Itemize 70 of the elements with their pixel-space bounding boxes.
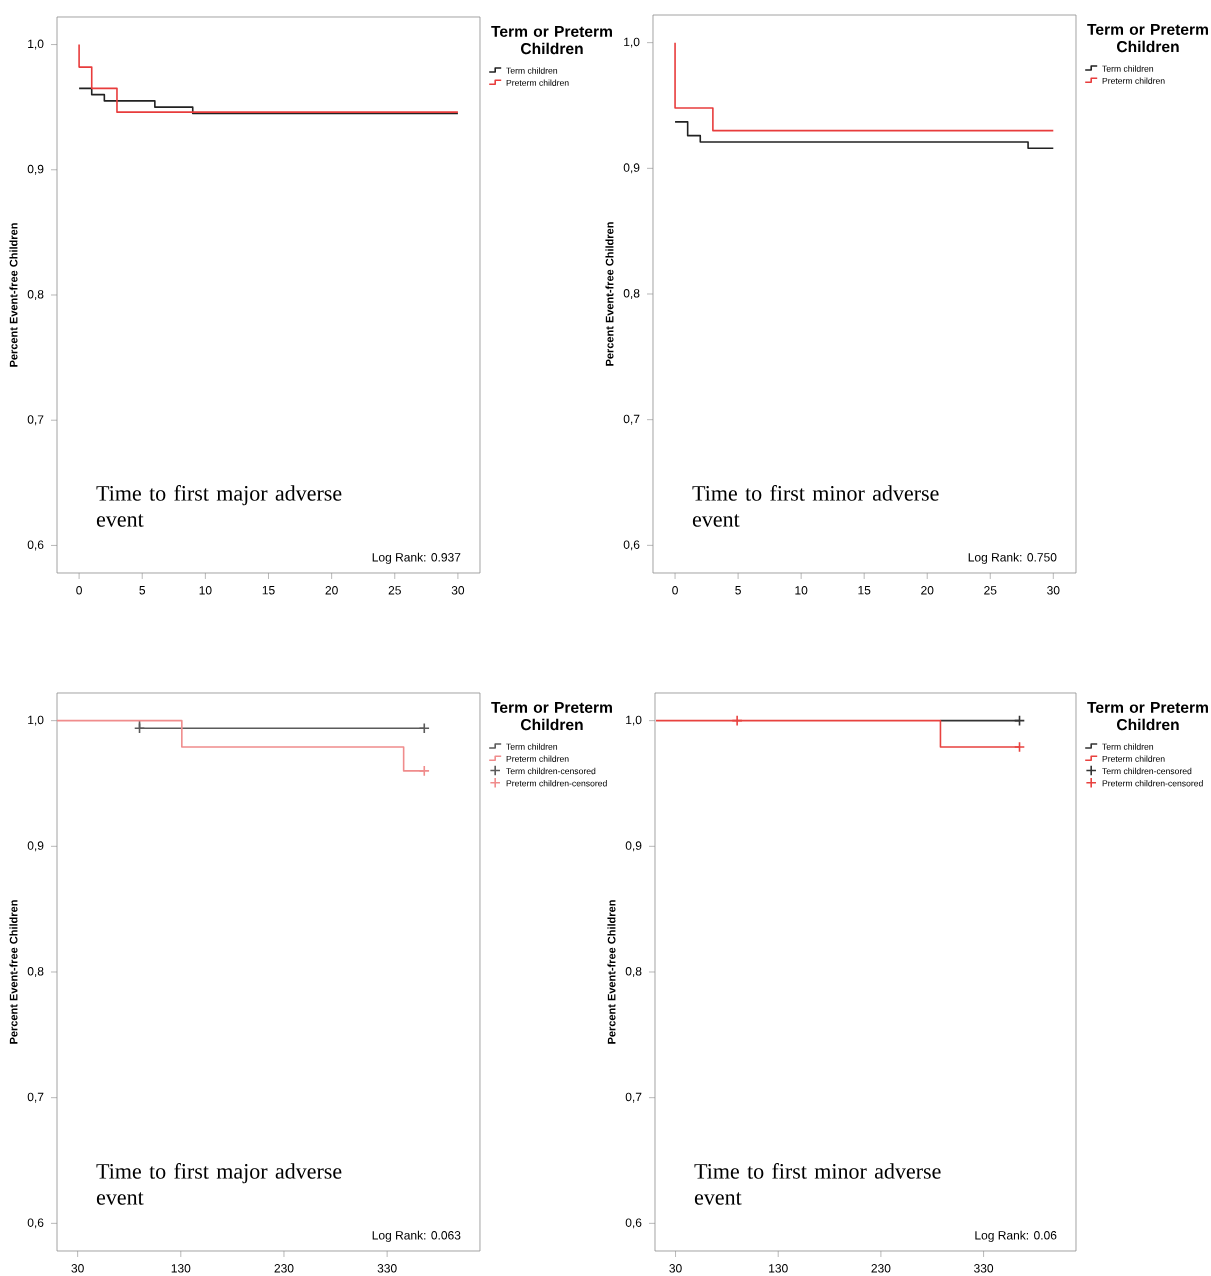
x-tick-label: 30 — [451, 586, 465, 595]
annotation: Log Rank: 0.750 — [968, 552, 1057, 564]
legend-label: Term children-censored — [506, 767, 596, 775]
x-tick-label: 15 — [858, 586, 871, 595]
y-tick-label: 1,0 — [28, 715, 44, 726]
x-tick-label: 130 — [171, 1264, 191, 1273]
x-tick-label: 0 — [672, 586, 678, 595]
x-tick-label: 230 — [871, 1264, 891, 1273]
y-tick-label: 0,8 — [27, 967, 44, 977]
x-tick-label: 30 — [669, 1264, 682, 1273]
y-tick-label: 1,0 — [28, 39, 44, 50]
legend-label: Preterm children-censored — [1102, 780, 1203, 787]
legend-label: Term children — [1102, 743, 1154, 750]
annotation: Time to first minor adverse event — [692, 485, 939, 527]
x-tick-label: 15 — [262, 586, 275, 595]
x-tick-label: 0 — [76, 586, 82, 595]
x-tick-label: 25 — [388, 586, 401, 595]
annotation: Time to first major adverse event — [96, 485, 342, 527]
y-tick-label: 0,9 — [27, 164, 44, 175]
legend-label: Preterm children — [506, 79, 569, 86]
y-tick-label: 0,6 — [625, 1218, 642, 1229]
x-tick-label: 30 — [71, 1264, 84, 1273]
y-tick-label: 0,6 — [623, 540, 640, 551]
x-tick-label: 5 — [139, 586, 146, 595]
y-tick-label: 0,8 — [625, 967, 642, 977]
y-tick-label: 1,0 — [626, 715, 642, 726]
y-tick-label: 0,7 — [625, 1092, 642, 1103]
y-tick-label: 0,7 — [623, 414, 640, 425]
legend-title: Term or Preterm Children — [1087, 702, 1208, 731]
legend-label: Preterm children — [1102, 77, 1165, 84]
y-tick-label: 0,6 — [27, 540, 44, 551]
x-tick-label: 330 — [377, 1264, 397, 1273]
x-tick-label: 330 — [974, 1264, 994, 1273]
legend-label: Preterm children-censored — [506, 780, 607, 787]
x-tick-label: 25 — [984, 586, 997, 595]
annotation: Log Rank: 0.937 — [372, 552, 461, 564]
legend-title: Term or Preterm Children — [491, 702, 612, 731]
y-tick-label: 0,9 — [625, 841, 642, 852]
x-tick-label: 10 — [795, 586, 808, 595]
y-tick-label: 0,7 — [27, 415, 44, 426]
x-tick-label: 20 — [325, 586, 338, 595]
legend-label: Preterm children — [1102, 755, 1165, 762]
annotation: Time to first major adverse event — [96, 1163, 342, 1205]
y-axis-title: Percent Event-free Children — [9, 223, 18, 367]
x-tick-label: 130 — [769, 1264, 788, 1273]
legend-title: Term or Preterm Children — [1087, 24, 1208, 53]
x-tick-label: 30 — [1047, 586, 1060, 595]
y-tick-label: 0,9 — [27, 841, 44, 852]
y-tick-label: 0,9 — [623, 163, 640, 174]
y-tick-label: 0,8 — [27, 290, 44, 300]
legend-label: Term children — [1102, 65, 1154, 72]
y-axis-title: Percent Event-free Children — [607, 900, 616, 1044]
y-tick-label: 1,0 — [624, 37, 640, 48]
y-tick-label: 0,8 — [623, 289, 640, 299]
y-axis-title: Percent Event-free Children — [605, 222, 614, 366]
x-tick-label: 10 — [199, 586, 212, 595]
annotation: Log Rank: 0.06 — [975, 1230, 1057, 1242]
legend-label: Preterm children — [506, 755, 569, 762]
y-tick-label: 0,6 — [27, 1218, 44, 1229]
x-tick-label: 20 — [921, 586, 934, 595]
legend-title: Term or Preterm Children — [491, 26, 612, 55]
x-tick-label: 5 — [735, 586, 741, 595]
x-tick-label: 230 — [274, 1264, 294, 1273]
annotation: Time to first minor adverse event — [694, 1163, 941, 1205]
legend-label: Term children — [506, 743, 558, 750]
legend-label: Term children-censored — [1102, 767, 1192, 775]
y-axis-title: Percent Event-free Children — [9, 900, 18, 1044]
annotation: Log Rank: 0.063 — [372, 1230, 461, 1242]
legend-label: Term children — [506, 67, 558, 74]
y-tick-label: 0,7 — [27, 1092, 44, 1103]
